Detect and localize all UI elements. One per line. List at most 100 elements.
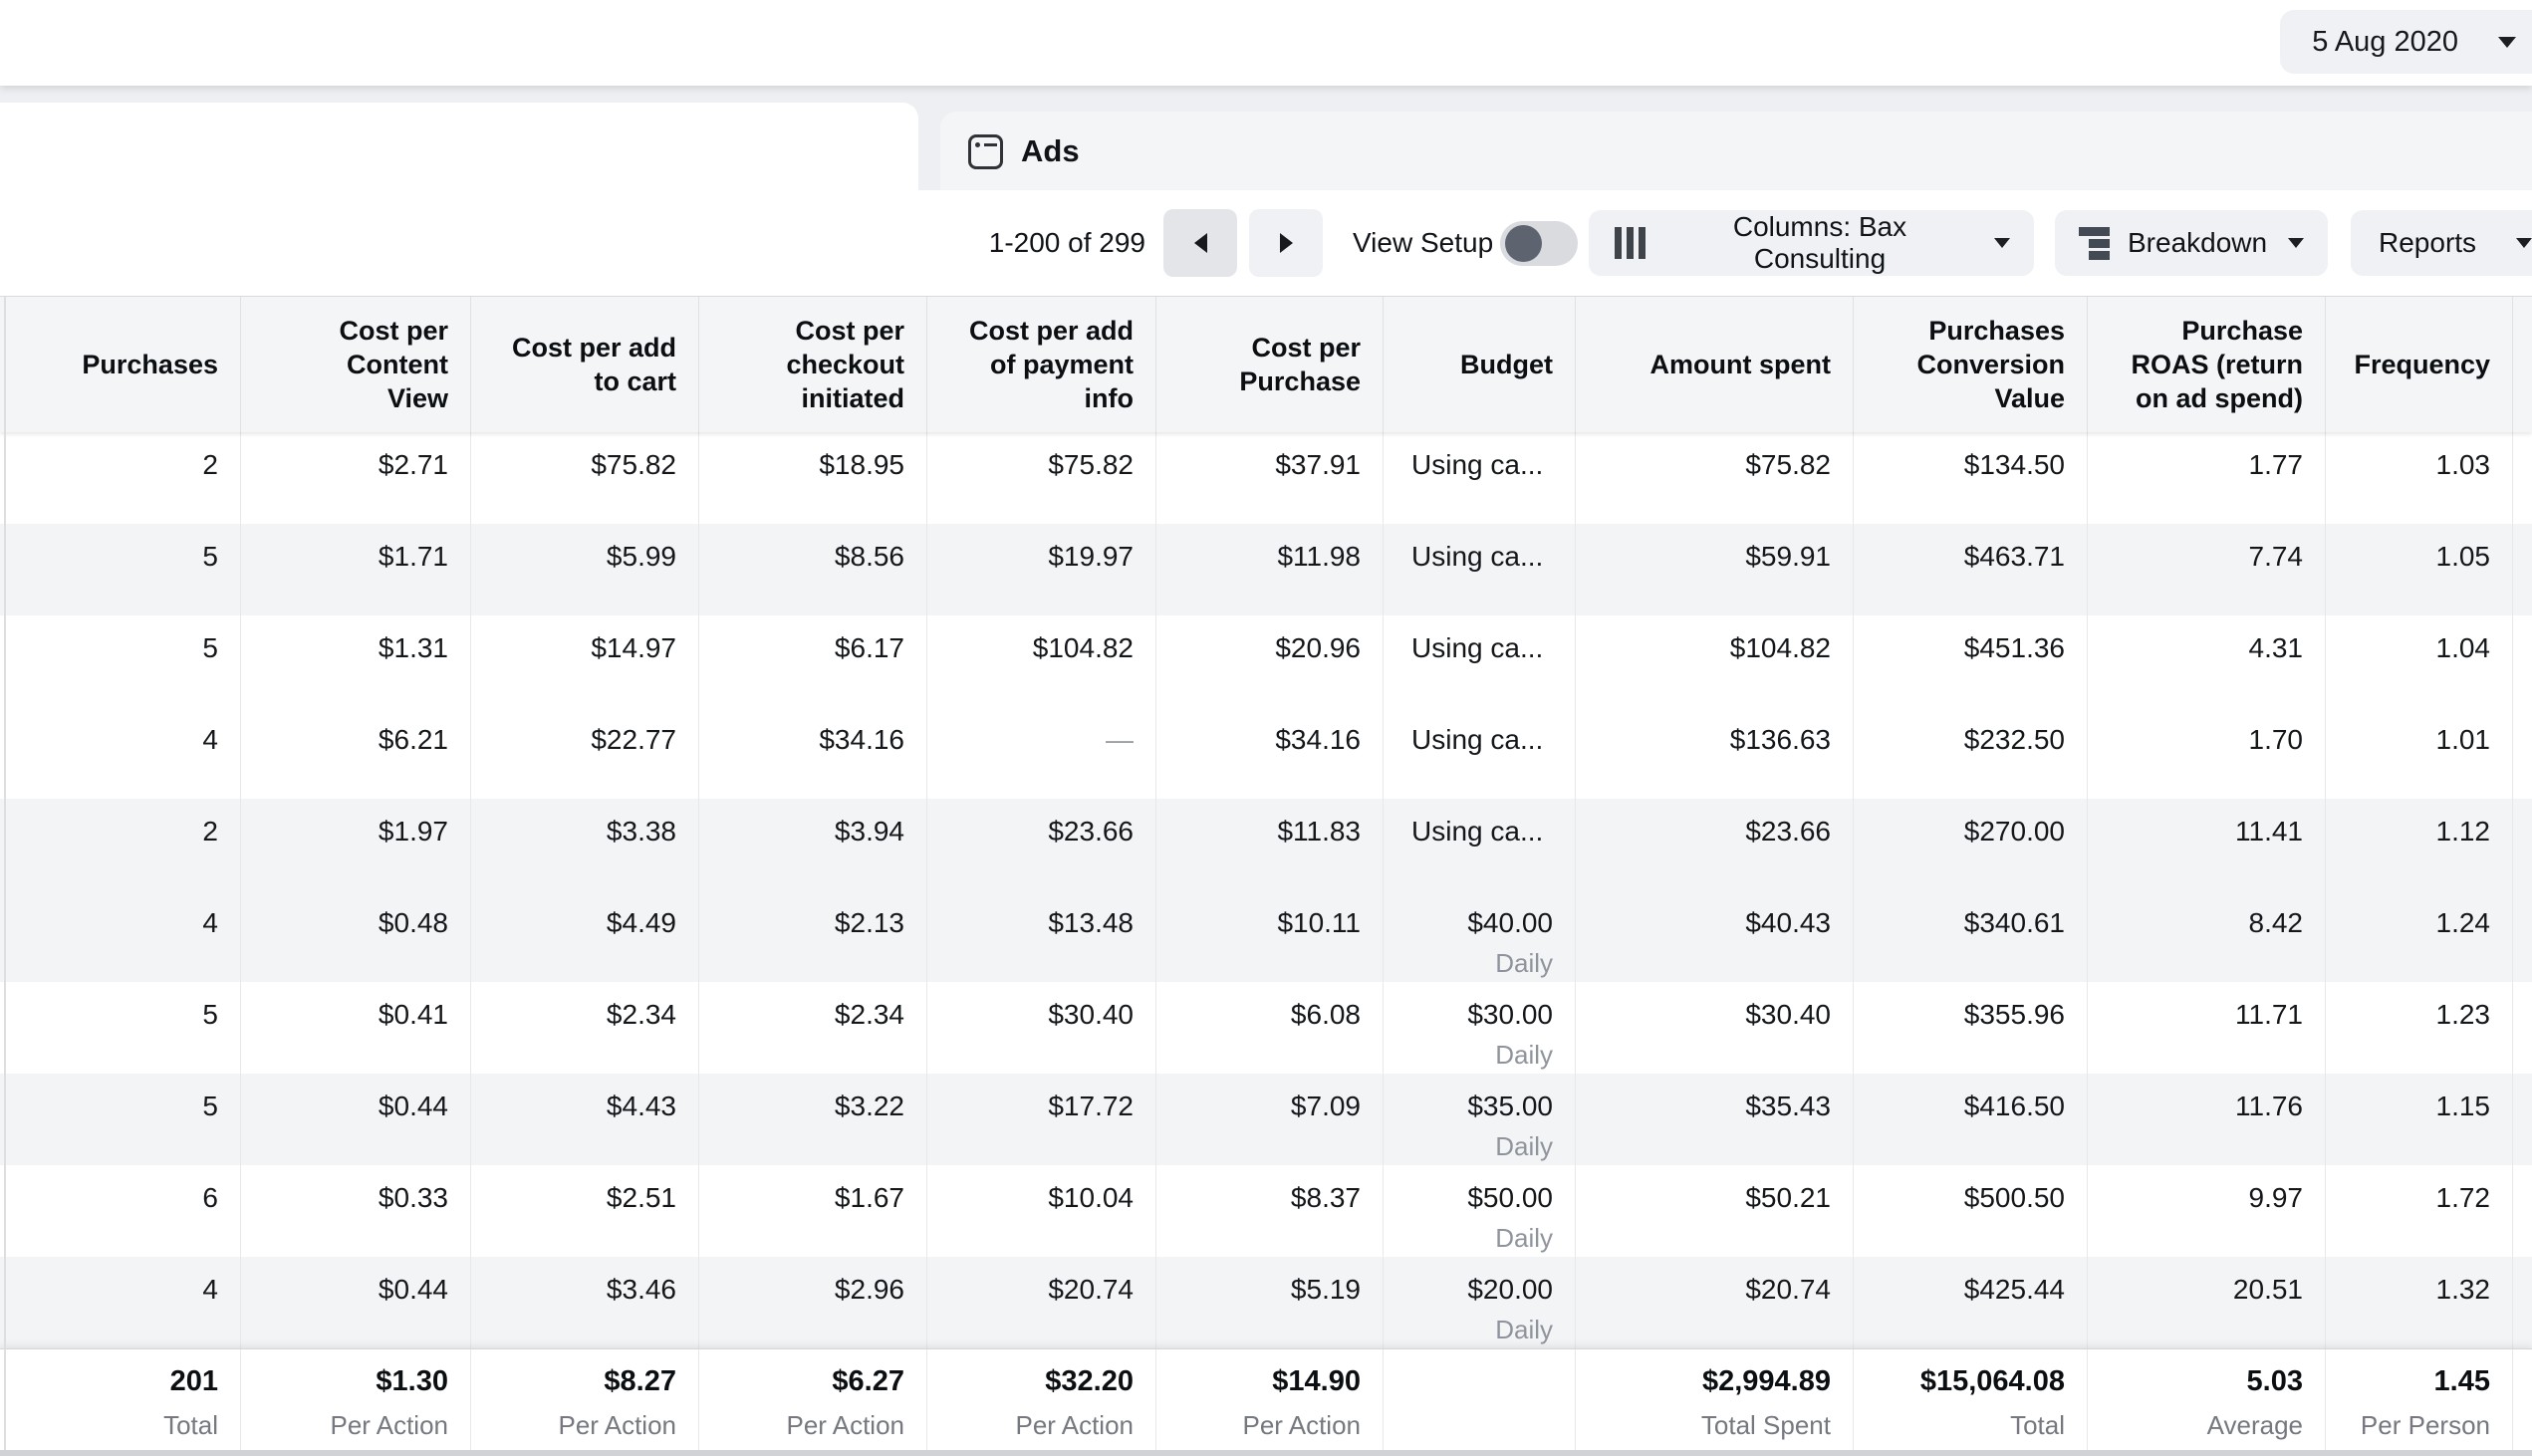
cell: $23.66 (927, 799, 1156, 890)
cell: $104.82 (927, 615, 1156, 707)
cell: $4.49 (471, 890, 699, 982)
cell: $20.96 (1156, 615, 1384, 707)
column-header-cost-per-checkout-initiated[interactable]: Cost per checkout initiated (699, 297, 927, 432)
column-header-cost-per-add-to-cart[interactable]: Cost per add to cart (471, 297, 699, 432)
cell: 7.74 (2088, 524, 2326, 615)
cell: $1.97 (241, 799, 471, 890)
table-row[interactable]: 6$0.33$2.51$1.67$10.04$8.37$50.00Daily$5… (0, 1165, 2532, 1257)
column-header-frequency[interactable]: Frequency (2326, 297, 2513, 432)
row-spacer (2513, 799, 2532, 890)
cell: 4.31 (2088, 615, 2326, 707)
cell: $14.97 (471, 615, 699, 707)
cell: $30.00Daily (1384, 982, 1576, 1074)
table-row[interactable]: 2$1.97$3.38$3.94$23.66$11.83Using ca...$… (0, 799, 2532, 890)
cell: 5 (0, 982, 241, 1074)
total-cell (1384, 1349, 1576, 1456)
cell: $2.34 (471, 982, 699, 1074)
row-spacer (2513, 982, 2532, 1074)
cell: $6.08 (1156, 982, 1384, 1074)
cell: $75.82 (1576, 432, 1854, 524)
cell: $35.43 (1576, 1074, 1854, 1165)
cell: 4 (0, 707, 241, 799)
cell: $11.98 (1156, 524, 1384, 615)
arrow-right-icon (1280, 233, 1293, 253)
column-spacer (2513, 297, 2532, 432)
table-row[interactable]: 2$2.71$75.82$18.95$75.82$37.91Using ca..… (0, 432, 2532, 524)
total-cell: $6.27Per Action (699, 1349, 927, 1456)
column-header-purchase-roas-return-on-ad-spend[interactable]: Purchase ROAS (return on ad spend) (2088, 297, 2326, 432)
total-cell: 5.03Average (2088, 1349, 2326, 1456)
table-row[interactable]: 4$0.44$3.46$2.96$20.74$5.19$20.00Daily$2… (0, 1257, 2532, 1348)
total-sub-label: Average (2096, 1410, 2303, 1441)
cell: $8.56 (699, 524, 927, 615)
row-spacer (2513, 707, 2532, 799)
cell: 11.41 (2088, 799, 2326, 890)
column-header-cost-per-content-view[interactable]: Cost per Content View (241, 297, 471, 432)
cell: $270.00 (1854, 799, 2088, 890)
cell: $3.46 (471, 1257, 699, 1348)
cell: 1.04 (2326, 615, 2513, 707)
chevron-down-icon (2498, 37, 2516, 48)
date-range-button[interactable]: 5 Aug 2020 (2280, 10, 2532, 74)
total-cell: $1.30Per Action (241, 1349, 471, 1456)
cell: 11.76 (2088, 1074, 2326, 1165)
view-setup-toggle[interactable] (1500, 221, 1578, 266)
pagination-next-button[interactable] (1249, 209, 1323, 277)
table-totals-row: 201Total$1.30Per Action$8.27Per Action$6… (0, 1348, 2532, 1456)
total-sub-label: Per Action (707, 1410, 904, 1441)
cell: 2 (0, 799, 241, 890)
reports-button[interactable]: Reports (2351, 210, 2532, 276)
cell: 1.77 (2088, 432, 2326, 524)
columns-button[interactable]: Columns: Bax Consulting (1589, 210, 2034, 276)
table-row[interactable]: 5$0.41$2.34$2.34$30.40$6.08$30.00Daily$3… (0, 982, 2532, 1074)
cell: $30.40 (1576, 982, 1854, 1074)
cell: $59.91 (1576, 524, 1854, 615)
cell: $10.11 (1156, 890, 1384, 982)
cell: 5 (0, 524, 241, 615)
total-cell: 201Total (0, 1349, 241, 1456)
column-header-budget[interactable]: Budget (1384, 297, 1576, 432)
cell: 1.72 (2326, 1165, 2513, 1257)
cell: $13.48 (927, 890, 1156, 982)
column-header-cost-per-add-of-payment-info[interactable]: Cost per add of payment info (927, 297, 1156, 432)
cell: 20.51 (2088, 1257, 2326, 1348)
breakdown-button-label: Breakdown (2128, 227, 2267, 259)
cell: 2 (0, 432, 241, 524)
cell: $7.09 (1156, 1074, 1384, 1165)
cell: $1.67 (699, 1165, 927, 1257)
column-header-amount-spent[interactable]: Amount spent (1576, 297, 1854, 432)
pagination-prev-button[interactable] (1163, 209, 1237, 277)
breakdown-button[interactable]: Breakdown (2055, 210, 2328, 276)
cell: $2.34 (699, 982, 927, 1074)
cell: $3.38 (471, 799, 699, 890)
table-row[interactable]: 5$1.31$14.97$6.17$104.82$20.96Using ca..… (0, 615, 2532, 707)
column-header-cost-per-purchase[interactable]: Cost per Purchase (1156, 297, 1384, 432)
table-header-row: PurchasesCost per Content ViewCost per a… (0, 296, 2532, 432)
row-spacer (2513, 890, 2532, 982)
total-sub-label: Total (1862, 1410, 2065, 1441)
cell: $6.21 (241, 707, 471, 799)
cell: $22.77 (471, 707, 699, 799)
table-row[interactable]: 5$1.71$5.99$8.56$19.97$11.98Using ca...$… (0, 524, 2532, 615)
cell: $0.44 (241, 1257, 471, 1348)
total-cell: $14.90Per Action (1156, 1349, 1384, 1456)
table-row[interactable]: 4$0.48$4.49$2.13$13.48$10.11$40.00Daily$… (0, 890, 2532, 982)
table-row[interactable]: 5$0.44$4.43$3.22$17.72$7.09$35.00Daily$3… (0, 1074, 2532, 1165)
cell: $40.00Daily (1384, 890, 1576, 982)
arrow-left-icon (1194, 233, 1207, 253)
total-cell: $2,994.89Total Spent (1576, 1349, 1854, 1456)
reports-button-label: Reports (2379, 227, 2476, 259)
cell: 1.70 (2088, 707, 2326, 799)
table-row[interactable]: 4$6.21$22.77$34.16—$34.16Using ca...$136… (0, 707, 2532, 799)
column-header-purchases-conversion-value[interactable]: Purchases Conversion Value (1854, 297, 2088, 432)
cell: Using ca... (1384, 615, 1576, 707)
tab-ads[interactable]: Ads (940, 112, 2532, 191)
row-spacer (2513, 1349, 2532, 1456)
cell: 1.03 (2326, 432, 2513, 524)
chevron-down-icon (2288, 238, 2304, 248)
total-sub-label: Per Action (479, 1410, 676, 1441)
cell: $500.50 (1854, 1165, 2088, 1257)
column-header-purchases[interactable]: Purchases (0, 297, 241, 432)
cell: 4 (0, 1257, 241, 1348)
view-setup-label: View Setup (1353, 227, 1493, 259)
